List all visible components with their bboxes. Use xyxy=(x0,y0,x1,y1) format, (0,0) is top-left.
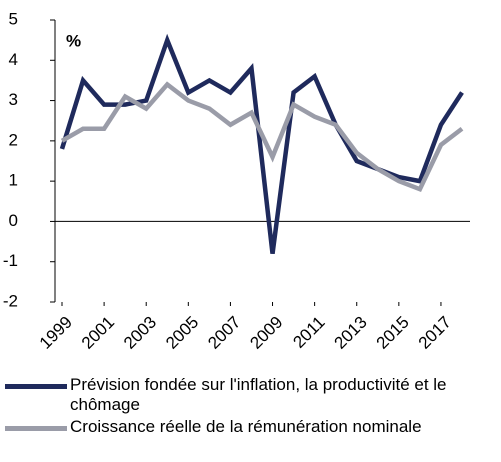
y-tick-label: 1 xyxy=(9,171,18,190)
y-tick-label: 0 xyxy=(9,211,18,230)
series-line xyxy=(59,33,464,254)
chart: % -2 -1 0 1 2 3 4 5 1999 2001 2003 2005 2007 2009 2011… xyxy=(3,9,470,353)
legend-item: Prévision fondée sur l'inflation, la pro… xyxy=(5,375,501,415)
legend-label: Croissance réelle de la rémunération nom… xyxy=(70,417,422,436)
y-tick-label: 3 xyxy=(9,90,18,109)
x-tick-label: 2013 xyxy=(331,313,371,353)
y-tick-label: 4 xyxy=(9,50,18,69)
y-tick-label: -2 xyxy=(3,291,18,310)
y-unit-label: % xyxy=(66,31,81,50)
y-tick-label: 2 xyxy=(9,130,18,149)
legend-label: Prévision fondée sur l'inflation, la pro… xyxy=(70,375,447,414)
x-tick-label: 2007 xyxy=(204,313,244,353)
legend-item: Croissance réelle de la rémunération nom… xyxy=(5,417,501,437)
series-line xyxy=(60,81,464,193)
legend-swatch xyxy=(5,426,67,431)
x-tick-label: 2015 xyxy=(373,313,413,353)
x-tick-label: 2005 xyxy=(162,313,202,353)
x-tick-label: 2003 xyxy=(120,313,160,353)
legend-swatch xyxy=(5,384,67,389)
y-tick-label: -1 xyxy=(3,251,18,270)
x-tick-label: 2017 xyxy=(415,313,455,353)
x-tick-label: 2009 xyxy=(246,313,286,353)
x-tick-label: 2011 xyxy=(289,313,328,352)
x-tick-label: 1999 xyxy=(36,313,76,353)
x-tick-label: 2001 xyxy=(78,313,118,353)
y-tick-label: 5 xyxy=(9,9,18,28)
